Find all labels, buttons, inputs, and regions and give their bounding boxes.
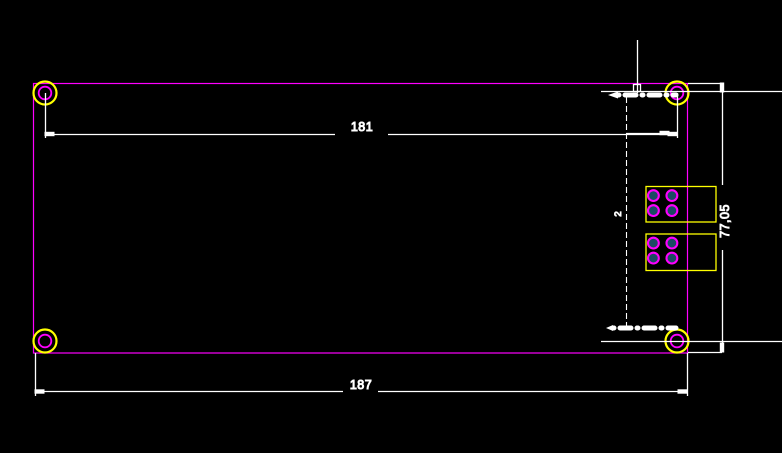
- svg-text:187: 187: [350, 378, 372, 392]
- svg-text:77,05: 77,05: [718, 204, 732, 238]
- svg-text:2: 2: [613, 211, 624, 216]
- svg-text:181: 181: [351, 120, 373, 134]
